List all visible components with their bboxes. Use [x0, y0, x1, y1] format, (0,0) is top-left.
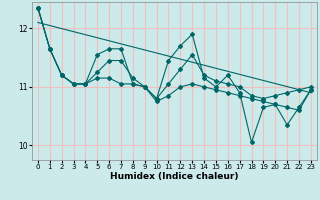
X-axis label: Humidex (Indice chaleur): Humidex (Indice chaleur)	[110, 172, 239, 181]
